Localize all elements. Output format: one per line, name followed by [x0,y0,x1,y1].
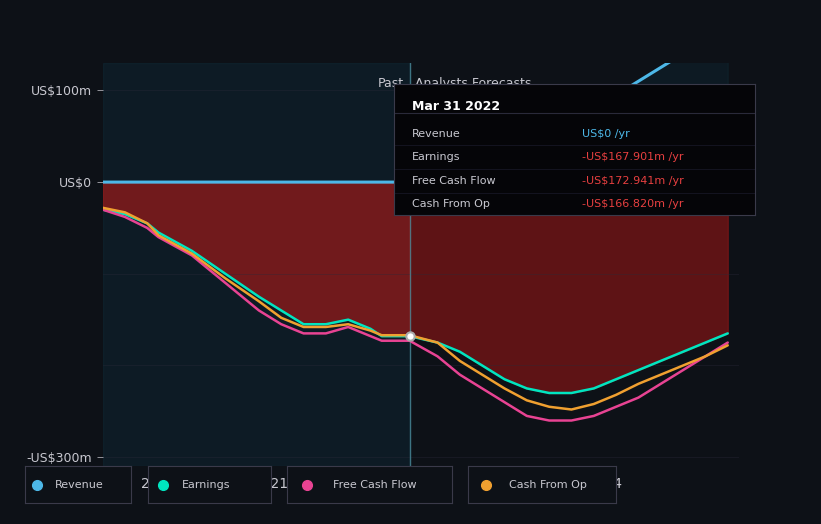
Text: -US$166.820m /yr: -US$166.820m /yr [582,199,683,210]
Text: Revenue: Revenue [412,128,461,139]
Text: -US$172.941m /yr: -US$172.941m /yr [582,176,684,186]
Text: Mar 31 2022: Mar 31 2022 [412,100,500,113]
Text: US$0 /yr: US$0 /yr [582,128,630,139]
Text: Revenue: Revenue [54,479,103,490]
Text: Earnings: Earnings [412,152,461,162]
Text: Cash From Op: Cash From Op [509,479,587,490]
Text: Free Cash Flow: Free Cash Flow [333,479,417,490]
Text: -US$167.901m /yr: -US$167.901m /yr [582,152,683,162]
Text: Analysts Forecasts: Analysts Forecasts [415,77,531,90]
Bar [103,63,410,466]
Text: Free Cash Flow: Free Cash Flow [412,176,496,186]
Text: Past: Past [378,77,404,90]
Text: Earnings: Earnings [182,479,231,490]
Text: Cash From Op: Cash From Op [412,199,490,210]
